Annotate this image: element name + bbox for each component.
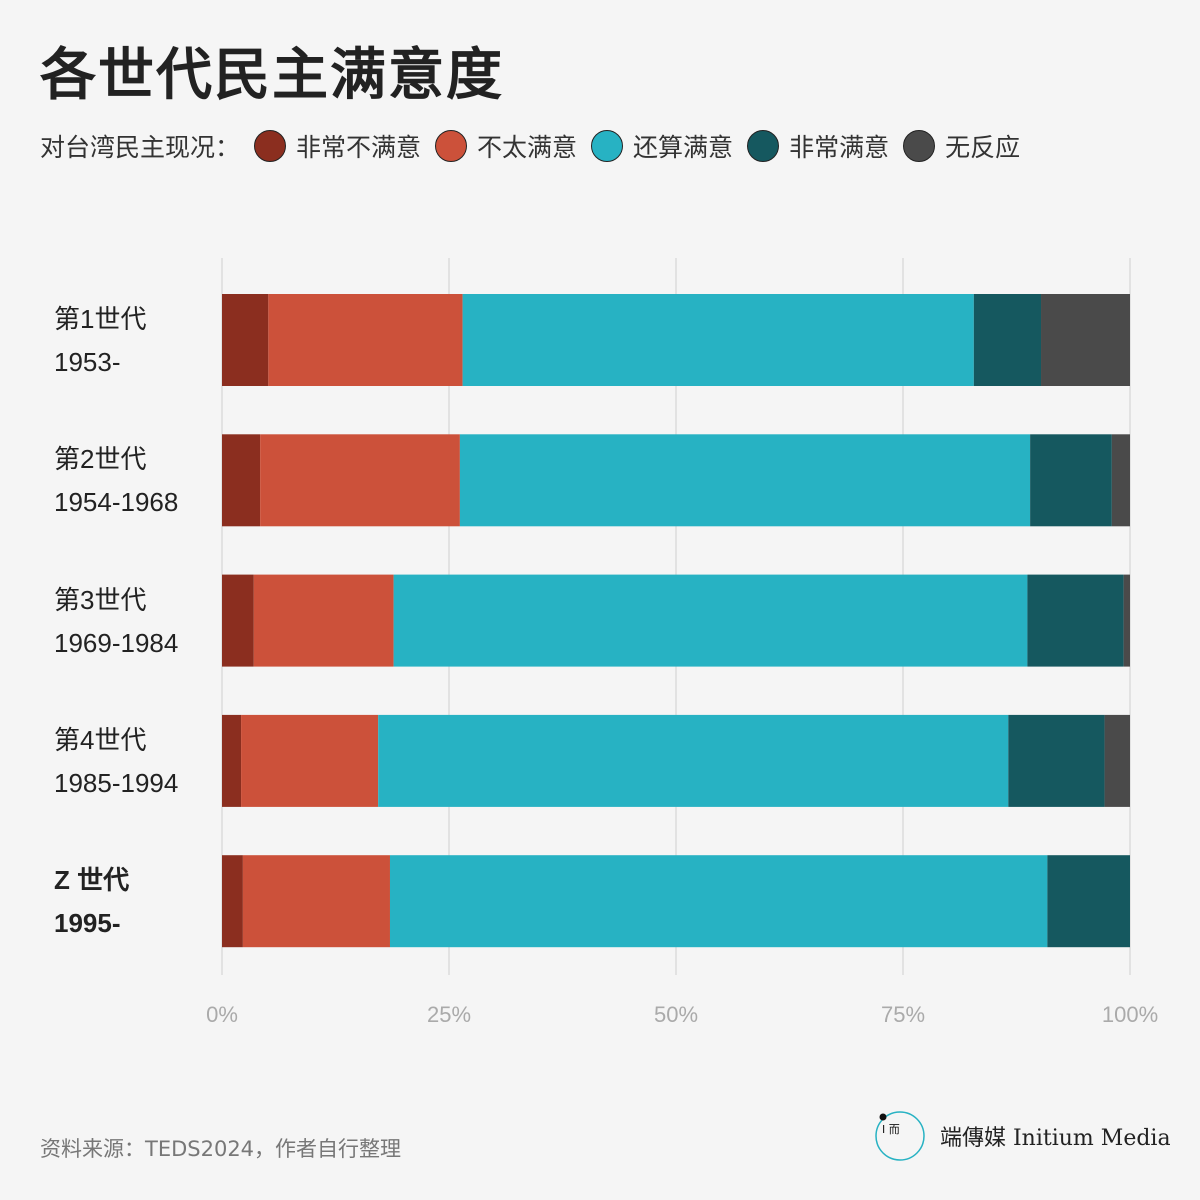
source-note: 资料来源：TEDS2024，作者自行整理: [40, 1137, 402, 1161]
legend-item: 无反应: [903, 128, 1020, 164]
bar-segment-2: [268, 294, 463, 386]
category-name: Z 世代: [54, 865, 130, 896]
legend: 对台湾民主现况： 非常不满意 不太满意 还算满意 非常满意 无反应: [40, 128, 1020, 164]
legend-item: 不太满意: [435, 128, 577, 164]
bar-segment-2: [253, 574, 394, 667]
x-tick-label: 25%: [427, 1002, 471, 1027]
bar-segment-5: [1111, 434, 1130, 527]
category-name: 第1世代: [54, 304, 147, 334]
chart-title: 各世代民主满意度: [40, 43, 504, 108]
bar-segment-3: [389, 855, 1048, 948]
category-label: Z 世代 1995-: [54, 859, 129, 945]
category-label: 第2世代 1954-1968: [54, 438, 178, 524]
x-tick-label: 75%: [881, 1002, 925, 1027]
legend-items: 非常不满意 不太满意 还算满意 非常满意 无反应: [240, 128, 1020, 164]
legend-item-label: 非常满意: [789, 133, 890, 162]
bar-segment-3: [378, 714, 1009, 807]
category-label: 第3世代 1969-1984: [54, 579, 178, 665]
legend-item: 还算满意: [591, 128, 733, 164]
bar-segment-5: [1104, 714, 1130, 807]
bar-segment-3: [393, 574, 1028, 667]
category-years: 1969-1984: [54, 627, 179, 658]
legend-swatch: [747, 130, 780, 162]
legend-item-label: 无反应: [945, 133, 1021, 162]
bar-segment-1: [222, 434, 261, 527]
bar-segment-2: [242, 855, 390, 948]
bar-segment-5: [1123, 574, 1130, 667]
bar-segment-2: [260, 434, 460, 527]
category-name: 第4世代: [54, 724, 147, 755]
legend-swatch: [903, 130, 936, 162]
brand-logo: I 而 端傳媒 Initium Media: [874, 1110, 1171, 1162]
category-years: 1954-1968: [54, 487, 179, 518]
stacked-bar-chart: 0% 25% 50% 75% 100%: [206, 258, 1158, 1027]
bar-segment-1: [222, 714, 242, 807]
legend-item-label: 非常不满意: [296, 133, 422, 162]
legend-item: 非常不满意: [254, 128, 421, 164]
category-years: 1995-: [54, 908, 121, 939]
legend-label: 对台湾民主现况：: [40, 133, 241, 162]
legend-item: 非常满意: [747, 128, 889, 164]
bar-segment-3: [459, 434, 1031, 527]
x-tick-label: 0%: [206, 1002, 238, 1027]
bar-segment-1: [222, 574, 254, 667]
legend-swatch: [591, 130, 624, 162]
bar-segment-4: [973, 294, 1042, 386]
bar-segment-4: [1047, 855, 1130, 948]
legend-swatch: [254, 130, 287, 162]
x-tick-label: 50%: [654, 1002, 698, 1027]
bar-segment-4: [1008, 714, 1105, 807]
legend-item-label: 不太满意: [477, 133, 578, 162]
bar-segment-5: [1041, 294, 1130, 386]
bar-segment-2: [241, 714, 379, 807]
category-name: 第3世代: [54, 584, 147, 615]
bar-segment-4: [1030, 434, 1112, 527]
svg-text:I 而: I 而: [882, 1123, 900, 1136]
brand-name: 端傳媒 Initium Media: [940, 1126, 1171, 1151]
bar-segment-4: [1027, 574, 1124, 667]
category-years: 1953-: [54, 347, 121, 377]
initium-logo-icon: I 而: [875, 1111, 925, 1161]
category-years: 1985-1994: [54, 767, 179, 798]
category-label: 第1世代 1953-: [54, 298, 146, 384]
category-name: 第2世代: [54, 444, 147, 475]
bar-segment-1: [222, 855, 243, 948]
category-label: 第4世代 1985-1994: [54, 719, 178, 805]
bar-segment-1: [222, 294, 269, 386]
bar-segment-3: [462, 294, 974, 386]
x-tick-label: 100%: [1102, 1002, 1158, 1027]
legend-item-label: 还算满意: [633, 133, 734, 162]
legend-swatch: [435, 130, 468, 162]
